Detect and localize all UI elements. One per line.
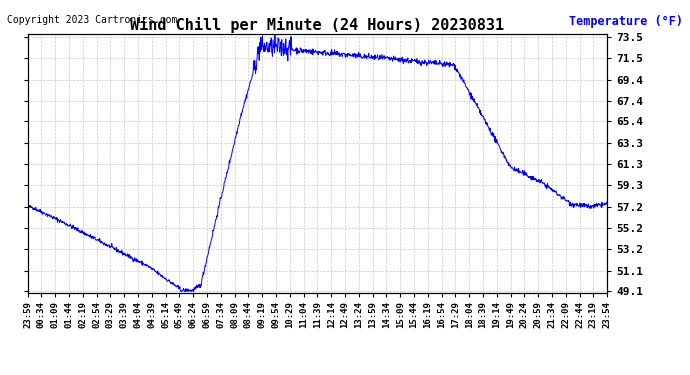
Text: Temperature (°F): Temperature (°F) <box>569 15 683 28</box>
Title: Wind Chill per Minute (24 Hours) 20230831: Wind Chill per Minute (24 Hours) 2023083… <box>130 16 504 33</box>
Text: Copyright 2023 Cartronics.com: Copyright 2023 Cartronics.com <box>7 15 177 25</box>
